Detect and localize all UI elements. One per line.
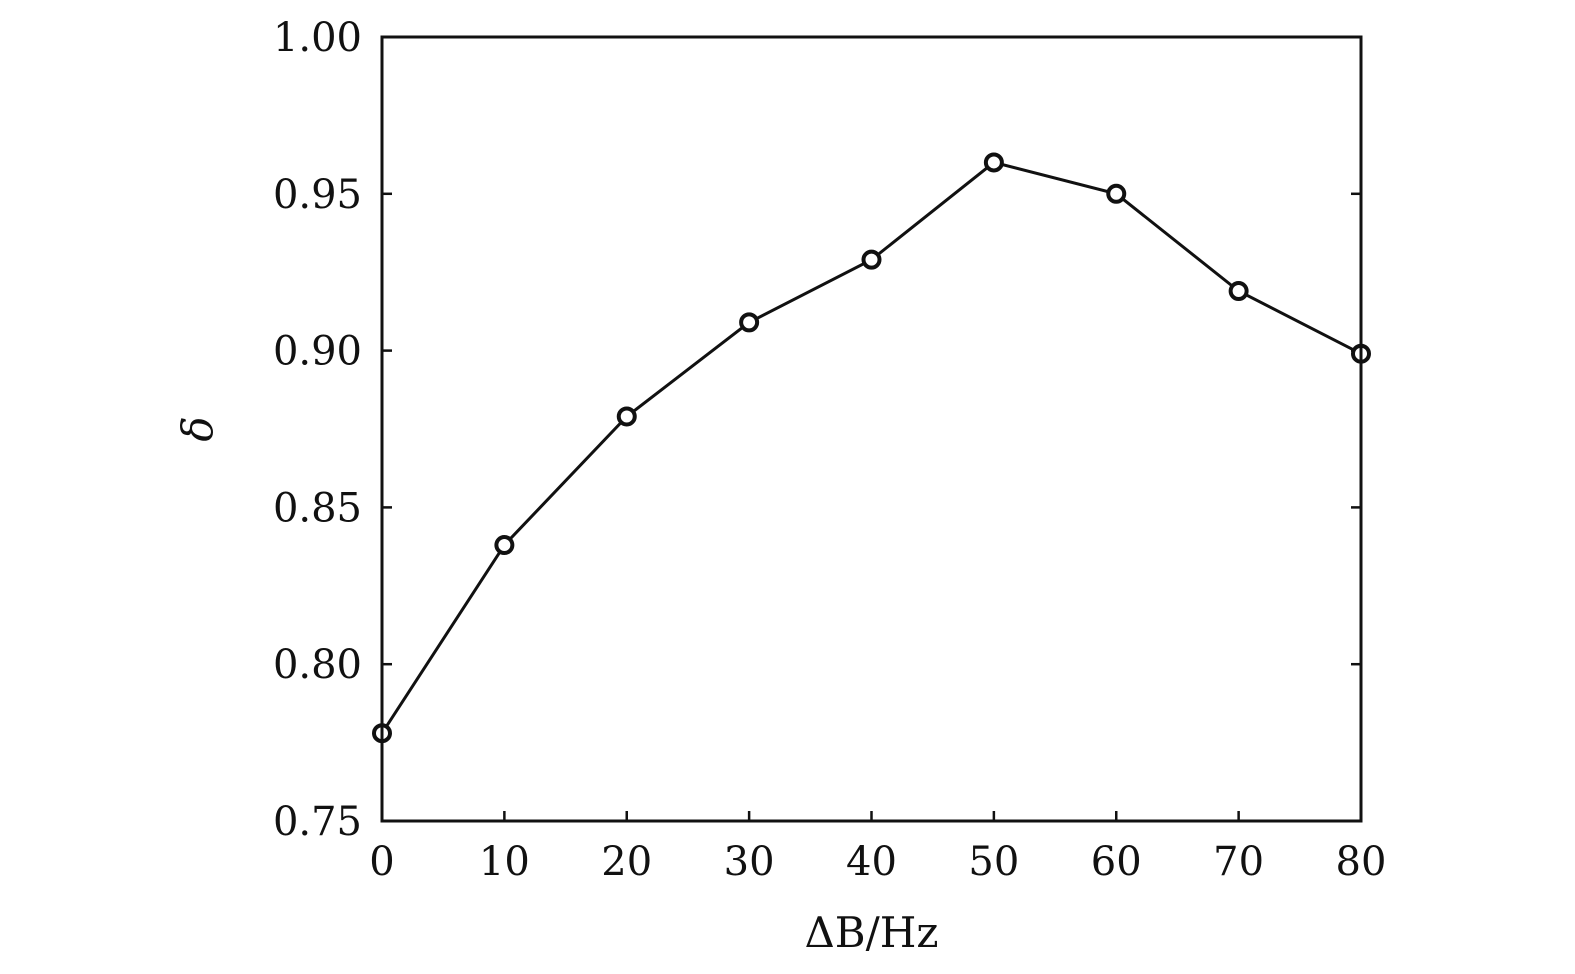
x-tick-label: 10 [479, 839, 530, 885]
y-tick-label: 0.95 [273, 172, 362, 218]
x-tick-label: 80 [1336, 839, 1387, 885]
series-layer [372, 152, 1371, 744]
data-point [494, 535, 515, 556]
data-point [739, 312, 760, 333]
data-point [1228, 281, 1249, 302]
x-tick-label: 30 [724, 839, 775, 885]
y-tick-label: 0.85 [273, 485, 362, 531]
x-tick-label: 20 [601, 839, 652, 885]
y-tick-label: 0.90 [273, 329, 362, 375]
data-point [983, 152, 1004, 173]
x-tick-label: 70 [1213, 839, 1264, 885]
plot-frame [380, 35, 1363, 823]
series-line [380, 160, 1362, 735]
x-tick-label: 60 [1091, 839, 1142, 885]
data-point [616, 406, 637, 427]
tick-labels: 0 10 20 30 40 50 60 70 80 0.75 0.80 0.85 0.90 0.95 1.0… [273, 15, 1387, 885]
x-tick-label: 0 [369, 839, 394, 885]
x-axis-label: ΔB/Hz [804, 908, 938, 957]
y-tick-label: 0.80 [273, 642, 362, 688]
ticks-layer [380, 35, 1363, 823]
y-tick-label: 0.75 [273, 799, 362, 845]
data-point [1106, 183, 1127, 204]
x-tick-label: 40 [846, 839, 897, 885]
y-axis-label: δ [173, 416, 222, 441]
y-tick-label: 1.00 [273, 15, 362, 61]
x-tick-label: 50 [968, 839, 1019, 885]
data-point [861, 249, 882, 270]
